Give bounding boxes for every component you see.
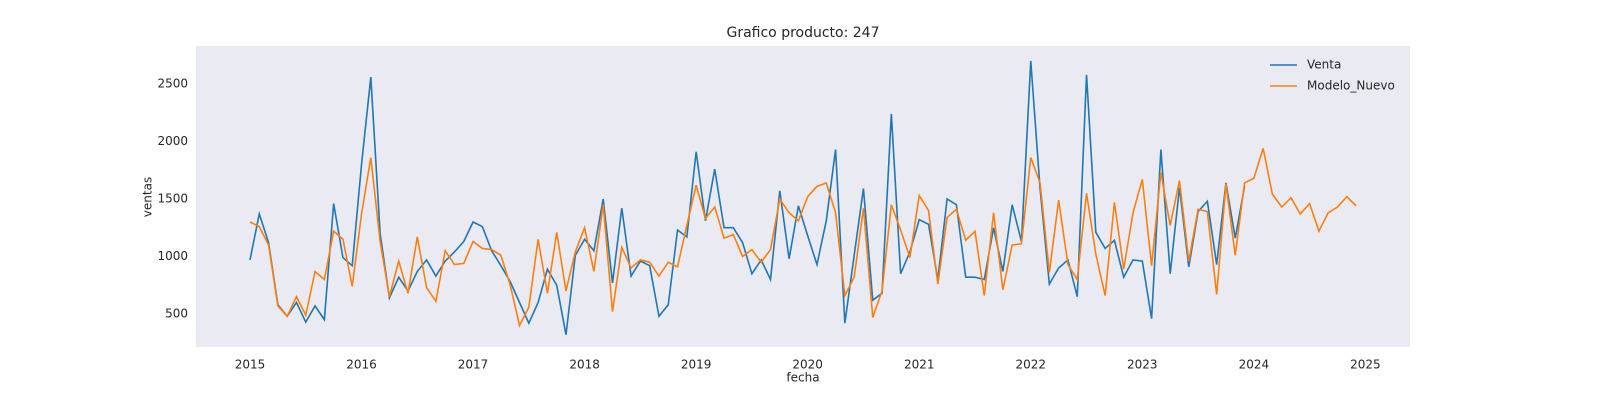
x-axis-label: fecha: [786, 371, 819, 385]
x-tick-label: 2023: [1127, 358, 1158, 372]
chart-title: Grafico producto: 247: [726, 25, 879, 41]
legend-label: Modelo_Nuevo: [1307, 79, 1395, 93]
series-line: [249, 148, 1357, 328]
y-tick-label: 500: [165, 306, 188, 320]
x-tick-label: 2022: [1015, 358, 1046, 372]
x-tick-label: 2021: [904, 358, 935, 372]
x-tick-label: 2016: [346, 358, 377, 372]
plot-area: [196, 46, 1410, 347]
y-tick-label: 1000: [157, 249, 188, 263]
x-tick-label: 2018: [569, 358, 600, 372]
y-tick-label: 2500: [157, 76, 188, 90]
x-tick-label: 2015: [235, 358, 266, 372]
y-tick-label: 1500: [157, 191, 188, 205]
x-tick-label: 2025: [1350, 358, 1381, 372]
legend-label: Venta: [1307, 58, 1341, 72]
y-axis-label: ventas: [141, 177, 155, 217]
x-tick-label: 2024: [1239, 358, 1270, 372]
x-tick-label: 2019: [681, 358, 712, 372]
x-tick-label: 2020: [792, 358, 823, 372]
y-tick-label: 2000: [157, 134, 188, 148]
x-tick-label: 2017: [458, 358, 489, 372]
